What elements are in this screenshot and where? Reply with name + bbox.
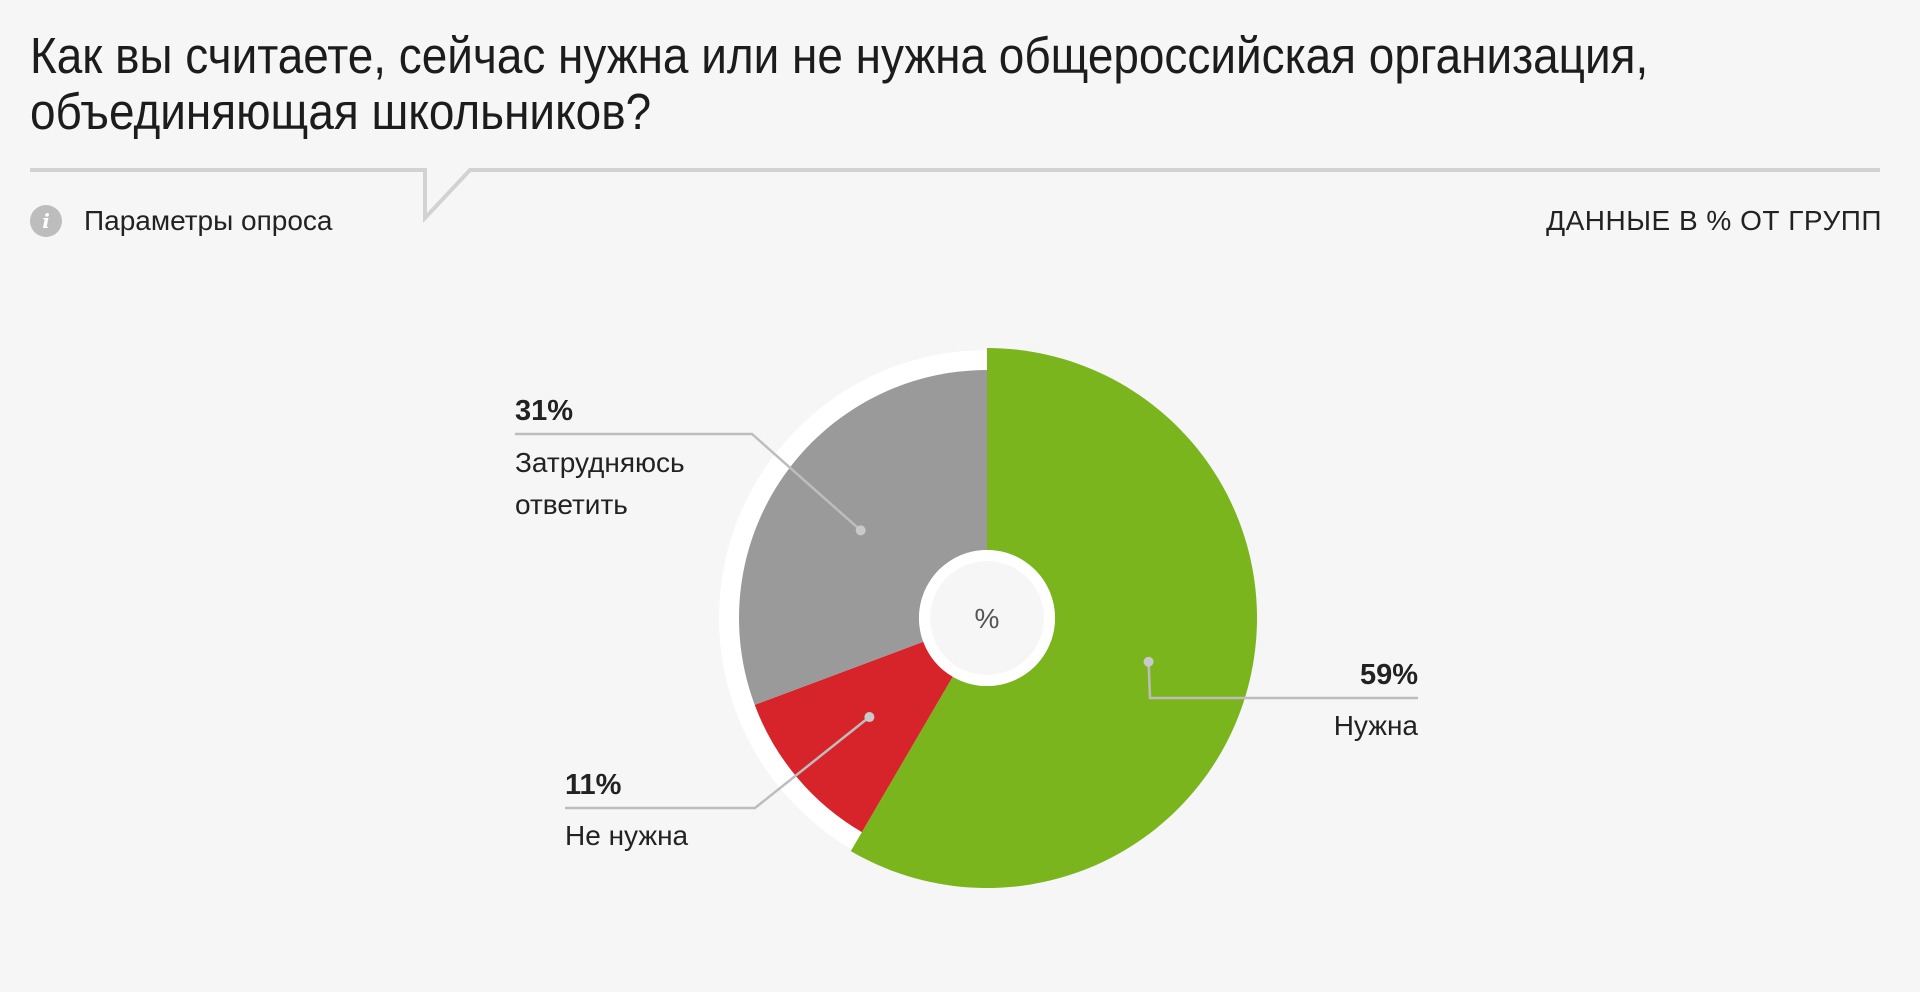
pie-slice-2[interactable] [739,370,987,705]
slice-category-label-0: Нужна [1334,710,1419,741]
donut-hole [930,561,1044,675]
pie-slice-0[interactable] [850,348,1257,889]
data-unit-note: ДАННЫЕ В % ОТ ГРУПП [1546,205,1882,236]
slice-percent-label-1: 11% [565,769,622,801]
slice-category-label-2: Затрудняюсь ответить [515,447,685,520]
leader-line-0 [1147,661,1418,700]
leader-dot-2 [855,525,866,536]
leader-line-1 [565,716,871,810]
page-title: Как вы считаете, сейчас нужна или не нуж… [30,27,1649,140]
leader-dot-1 [864,712,875,723]
center-unit-label: % [975,603,1000,634]
leader-dot-0 [1143,656,1154,667]
leader-line-2 [515,432,862,532]
slice-category-label-1: Не нужна [565,820,689,851]
survey-params-button[interactable]: i Параметры опроса [30,205,333,237]
slice-percent-label-0: 59% [1360,659,1418,691]
survey-params-label: Параметры опроса [84,205,333,236]
info-icon: i [30,205,62,237]
slice-percent-label-2: 31% [515,395,573,427]
pie-slice-1[interactable] [754,641,953,833]
